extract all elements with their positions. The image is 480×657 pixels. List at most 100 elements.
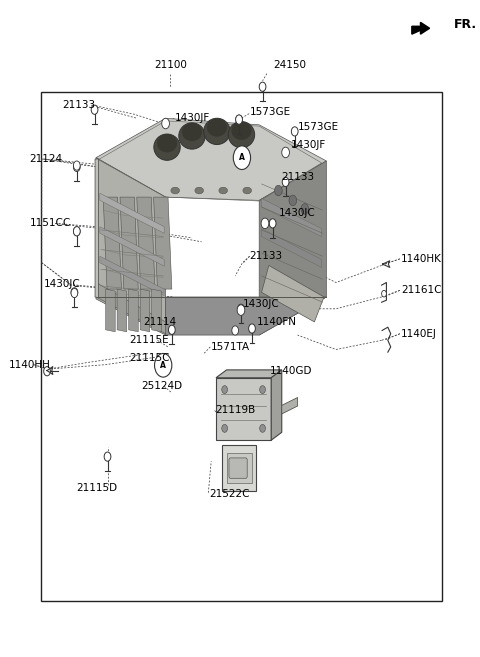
Circle shape bbox=[291, 127, 298, 136]
Circle shape bbox=[269, 219, 276, 228]
Ellipse shape bbox=[179, 123, 205, 149]
Polygon shape bbox=[271, 370, 282, 440]
Polygon shape bbox=[259, 161, 326, 335]
Ellipse shape bbox=[154, 134, 180, 160]
Circle shape bbox=[289, 195, 297, 206]
Circle shape bbox=[73, 161, 80, 170]
Text: 21522C: 21522C bbox=[209, 489, 249, 499]
Circle shape bbox=[232, 326, 239, 335]
Polygon shape bbox=[262, 229, 322, 267]
Text: 21100: 21100 bbox=[154, 60, 187, 70]
Polygon shape bbox=[129, 289, 138, 332]
Polygon shape bbox=[106, 289, 115, 332]
Text: 21119B: 21119B bbox=[215, 405, 255, 415]
Bar bbox=[41, 92, 442, 601]
Ellipse shape bbox=[204, 118, 230, 145]
Polygon shape bbox=[166, 297, 326, 335]
Circle shape bbox=[44, 367, 50, 376]
Circle shape bbox=[282, 147, 289, 158]
Text: 21115C: 21115C bbox=[130, 353, 170, 363]
Polygon shape bbox=[216, 378, 271, 440]
Text: 21133: 21133 bbox=[281, 172, 314, 183]
Circle shape bbox=[236, 115, 242, 124]
Polygon shape bbox=[95, 159, 98, 298]
Text: 1140FN: 1140FN bbox=[257, 317, 297, 327]
Circle shape bbox=[222, 386, 228, 394]
Text: 21161C: 21161C bbox=[401, 285, 441, 296]
Ellipse shape bbox=[219, 187, 228, 194]
Polygon shape bbox=[96, 158, 166, 335]
Circle shape bbox=[233, 146, 251, 170]
Polygon shape bbox=[140, 289, 150, 332]
Ellipse shape bbox=[228, 122, 254, 148]
Circle shape bbox=[261, 218, 269, 229]
Circle shape bbox=[73, 227, 80, 236]
Text: 21115E: 21115E bbox=[130, 335, 169, 346]
Polygon shape bbox=[120, 197, 138, 289]
Text: 1430JC: 1430JC bbox=[242, 298, 279, 309]
Polygon shape bbox=[100, 193, 164, 233]
Circle shape bbox=[104, 452, 111, 461]
Polygon shape bbox=[137, 197, 155, 289]
Text: 1430JF: 1430JF bbox=[175, 113, 210, 124]
Text: A: A bbox=[239, 153, 245, 162]
Text: 1430JC: 1430JC bbox=[278, 208, 315, 218]
Text: 1573GE: 1573GE bbox=[250, 106, 291, 117]
Circle shape bbox=[168, 325, 175, 334]
Text: 1571TA: 1571TA bbox=[211, 342, 251, 352]
Polygon shape bbox=[262, 265, 324, 322]
Text: A: A bbox=[160, 361, 166, 370]
Circle shape bbox=[237, 305, 245, 315]
Circle shape bbox=[71, 288, 78, 297]
Circle shape bbox=[259, 82, 266, 91]
Circle shape bbox=[238, 304, 244, 313]
Polygon shape bbox=[100, 227, 164, 266]
Polygon shape bbox=[96, 283, 166, 334]
Polygon shape bbox=[154, 197, 172, 289]
Bar bbox=[227, 453, 252, 483]
Text: 1430JF: 1430JF bbox=[290, 139, 325, 150]
Polygon shape bbox=[100, 256, 164, 296]
Text: 21133: 21133 bbox=[250, 251, 283, 261]
Text: 1140HK: 1140HK bbox=[401, 254, 442, 264]
Circle shape bbox=[155, 353, 172, 377]
Circle shape bbox=[301, 204, 309, 214]
Ellipse shape bbox=[171, 187, 180, 194]
Text: 25124D: 25124D bbox=[142, 381, 183, 392]
Circle shape bbox=[162, 118, 169, 129]
Circle shape bbox=[73, 162, 80, 171]
Polygon shape bbox=[103, 197, 121, 289]
Ellipse shape bbox=[157, 134, 177, 152]
Circle shape bbox=[236, 115, 242, 124]
Circle shape bbox=[282, 177, 289, 187]
Circle shape bbox=[91, 105, 98, 114]
Text: 21114: 21114 bbox=[143, 317, 176, 327]
Polygon shape bbox=[152, 289, 161, 332]
Circle shape bbox=[71, 288, 78, 298]
Ellipse shape bbox=[231, 122, 252, 140]
Text: 21124: 21124 bbox=[29, 154, 62, 164]
Text: 1151CC: 1151CC bbox=[30, 218, 71, 229]
Text: 1140GD: 1140GD bbox=[270, 365, 312, 376]
Polygon shape bbox=[216, 370, 282, 378]
FancyBboxPatch shape bbox=[229, 458, 247, 478]
Text: 1140HH: 1140HH bbox=[9, 359, 50, 370]
Text: FR.: FR. bbox=[454, 18, 477, 32]
Circle shape bbox=[260, 424, 265, 432]
Ellipse shape bbox=[207, 118, 227, 137]
Text: 1573GE: 1573GE bbox=[298, 122, 339, 133]
Polygon shape bbox=[282, 397, 298, 414]
Circle shape bbox=[73, 227, 80, 236]
Circle shape bbox=[249, 324, 255, 333]
Ellipse shape bbox=[195, 187, 204, 194]
Circle shape bbox=[260, 386, 265, 394]
Text: 1430JC: 1430JC bbox=[44, 279, 81, 290]
Circle shape bbox=[382, 290, 386, 297]
Text: 21115D: 21115D bbox=[76, 483, 118, 493]
Text: 1140EJ: 1140EJ bbox=[401, 328, 437, 339]
Text: 24150: 24150 bbox=[274, 60, 307, 70]
Text: 21133: 21133 bbox=[62, 100, 96, 110]
Polygon shape bbox=[96, 118, 326, 200]
Ellipse shape bbox=[243, 187, 252, 194]
Polygon shape bbox=[117, 289, 127, 332]
